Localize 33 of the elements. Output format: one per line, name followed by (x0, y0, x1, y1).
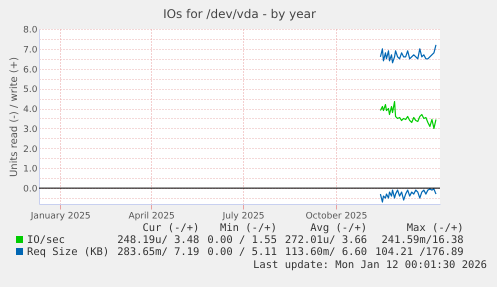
text: 0.00 / 1.55 (206, 234, 278, 246)
text: 104.21 /176.89 (374, 246, 465, 258)
line-series (380, 100, 437, 130)
text: Last update: Mon Jan 12 00:01:30 2026 (253, 259, 487, 271)
chart-title: IOs for /dev/vda - by year (163, 7, 316, 21)
text: 248.19u/ 3.48 (116, 234, 200, 246)
text: 113.60m/ 6.60 (284, 246, 368, 258)
legend-label: Req Size (KB) (26, 246, 110, 258)
y-tick-label: 4.0 (23, 105, 38, 116)
text: Cur (-/+) (141, 222, 200, 234)
text: Min (-/+) (219, 222, 278, 234)
line-series (380, 44, 437, 64)
text: Max (-/+) (406, 222, 465, 234)
text: 272.01u/ 3.66 (284, 234, 368, 246)
text: 241.59m/16.38 (380, 234, 465, 246)
x-tick-label: April 2025 (128, 212, 175, 222)
y-tick-label: 2.0 (23, 144, 38, 155)
y-tick-label: 0.0 (23, 184, 38, 195)
line-series (380, 188, 437, 203)
x-tick-label: January 2025 (30, 212, 91, 222)
y-tick-label: 1.0 (23, 164, 38, 175)
x-tick-label: July 2025 (222, 212, 265, 222)
y-axis-title: Units read (-) / write (+) (9, 56, 20, 178)
y-tick-label: 7.0 (23, 45, 38, 56)
text: Avg (-/+) (309, 222, 368, 234)
text: 283.65m/ 7.19 (116, 246, 200, 258)
y-tick-label: 5.0 (23, 85, 38, 96)
legend-label: IO/sec (26, 234, 66, 246)
x-tick-label: October 2025 (306, 212, 368, 222)
text: 0.00 / 5.11 (206, 246, 278, 258)
y-tick-label: 3.0 (23, 124, 38, 135)
y-tick-label: 8.0 (23, 26, 38, 36)
y-tick-label: 6.0 (23, 65, 38, 76)
